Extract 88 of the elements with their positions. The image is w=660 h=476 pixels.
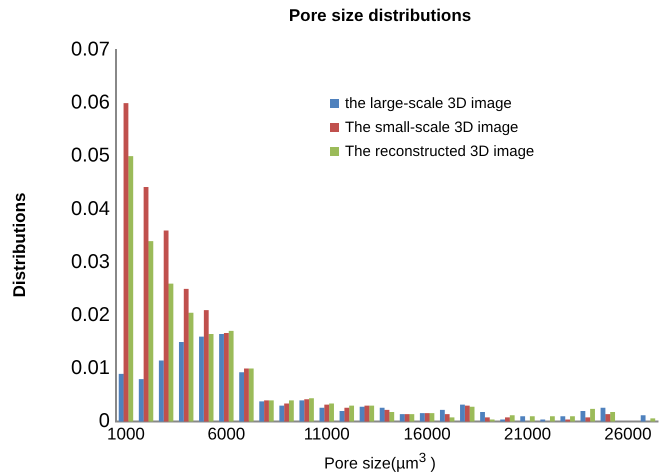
- bar: [510, 415, 515, 422]
- bar: [400, 414, 405, 422]
- bar: [340, 410, 344, 422]
- bar: [484, 417, 490, 422]
- bar: [168, 284, 174, 422]
- bar: [324, 404, 330, 422]
- bar: [424, 413, 430, 422]
- y-tick-label: 0.05: [70, 144, 110, 167]
- bar: [590, 408, 595, 422]
- x-tick-label: 26000: [604, 424, 652, 444]
- bar: [605, 414, 610, 422]
- bar: [369, 406, 374, 422]
- bar: [259, 401, 264, 422]
- y-tick-label: 0: [98, 410, 110, 432]
- bar: [500, 419, 506, 422]
- bar: [299, 400, 304, 422]
- bar: [460, 404, 465, 422]
- y-tick-label: 0.01: [70, 357, 110, 380]
- bar: [279, 406, 284, 422]
- x-tick-label: 21000: [504, 424, 552, 444]
- bar: [444, 414, 450, 422]
- bar: [158, 360, 164, 422]
- bar: [384, 410, 390, 422]
- bar: [409, 414, 414, 422]
- y-tick-label: 0.03: [70, 250, 110, 273]
- bar: [248, 368, 254, 422]
- bar: [118, 374, 124, 422]
- bar: [420, 413, 425, 422]
- bar: [600, 408, 606, 422]
- bar: [138, 379, 144, 422]
- bar: [264, 400, 269, 422]
- bar: [430, 413, 434, 422]
- x-tick-label: 16000: [403, 424, 451, 444]
- bar: [565, 419, 570, 422]
- bar: [228, 330, 234, 422]
- x-axis-title: Pore size(µm$^{3}$ ): [323, 450, 437, 474]
- x-tick-label: 1000: [107, 424, 145, 444]
- chart-title: Pore size distributions: [288, 6, 472, 26]
- bar: [284, 404, 289, 422]
- bar: [188, 312, 194, 422]
- bar: [580, 410, 586, 422]
- bar: [440, 410, 445, 422]
- bar: [144, 186, 148, 422]
- bar: [124, 103, 128, 422]
- bar: [309, 398, 314, 422]
- bar: [550, 416, 555, 422]
- bar: [184, 288, 189, 422]
- x-tick-label: 11000: [304, 424, 350, 444]
- bar: [380, 408, 385, 422]
- bar: [288, 400, 294, 422]
- bar: [570, 416, 575, 422]
- bar: [389, 412, 394, 422]
- y-axis-title: Distributions: [10, 192, 30, 300]
- bar: [344, 408, 350, 422]
- bar: [640, 415, 646, 422]
- bar: [239, 372, 244, 422]
- legend-label: The reconstructed 3D image: [345, 143, 534, 160]
- bar: [505, 417, 510, 422]
- bar: [178, 342, 184, 422]
- x-tick-label: 6000: [207, 424, 246, 444]
- bar: [320, 408, 324, 422]
- bar: [464, 406, 470, 422]
- bar: [450, 417, 454, 422]
- bar: [224, 332, 229, 422]
- y-tick-label: 0.02: [70, 304, 110, 326]
- bar: [208, 334, 214, 422]
- bar: [470, 406, 474, 422]
- bar: [349, 406, 354, 422]
- bar: [360, 406, 364, 422]
- bar: [610, 412, 616, 422]
- bar: [204, 310, 209, 422]
- y-tick-label: 0.04: [70, 198, 110, 220]
- y-tick-label: 0.07: [70, 38, 110, 61]
- bar: [244, 368, 249, 422]
- bar: [480, 412, 485, 422]
- bar: [164, 230, 169, 422]
- bar: [268, 400, 274, 422]
- bar: [364, 406, 370, 422]
- legend-label: The small-scale 3D image: [345, 119, 518, 136]
- bar: [219, 334, 224, 422]
- bar: [404, 414, 410, 422]
- bar: [199, 336, 204, 422]
- bar: [304, 399, 310, 422]
- y-tick-label: 0.06: [70, 92, 110, 114]
- bar: [128, 156, 134, 422]
- bar: [329, 404, 334, 422]
- legend-label: the large-scale 3D image: [345, 95, 512, 112]
- bar: [148, 241, 154, 422]
